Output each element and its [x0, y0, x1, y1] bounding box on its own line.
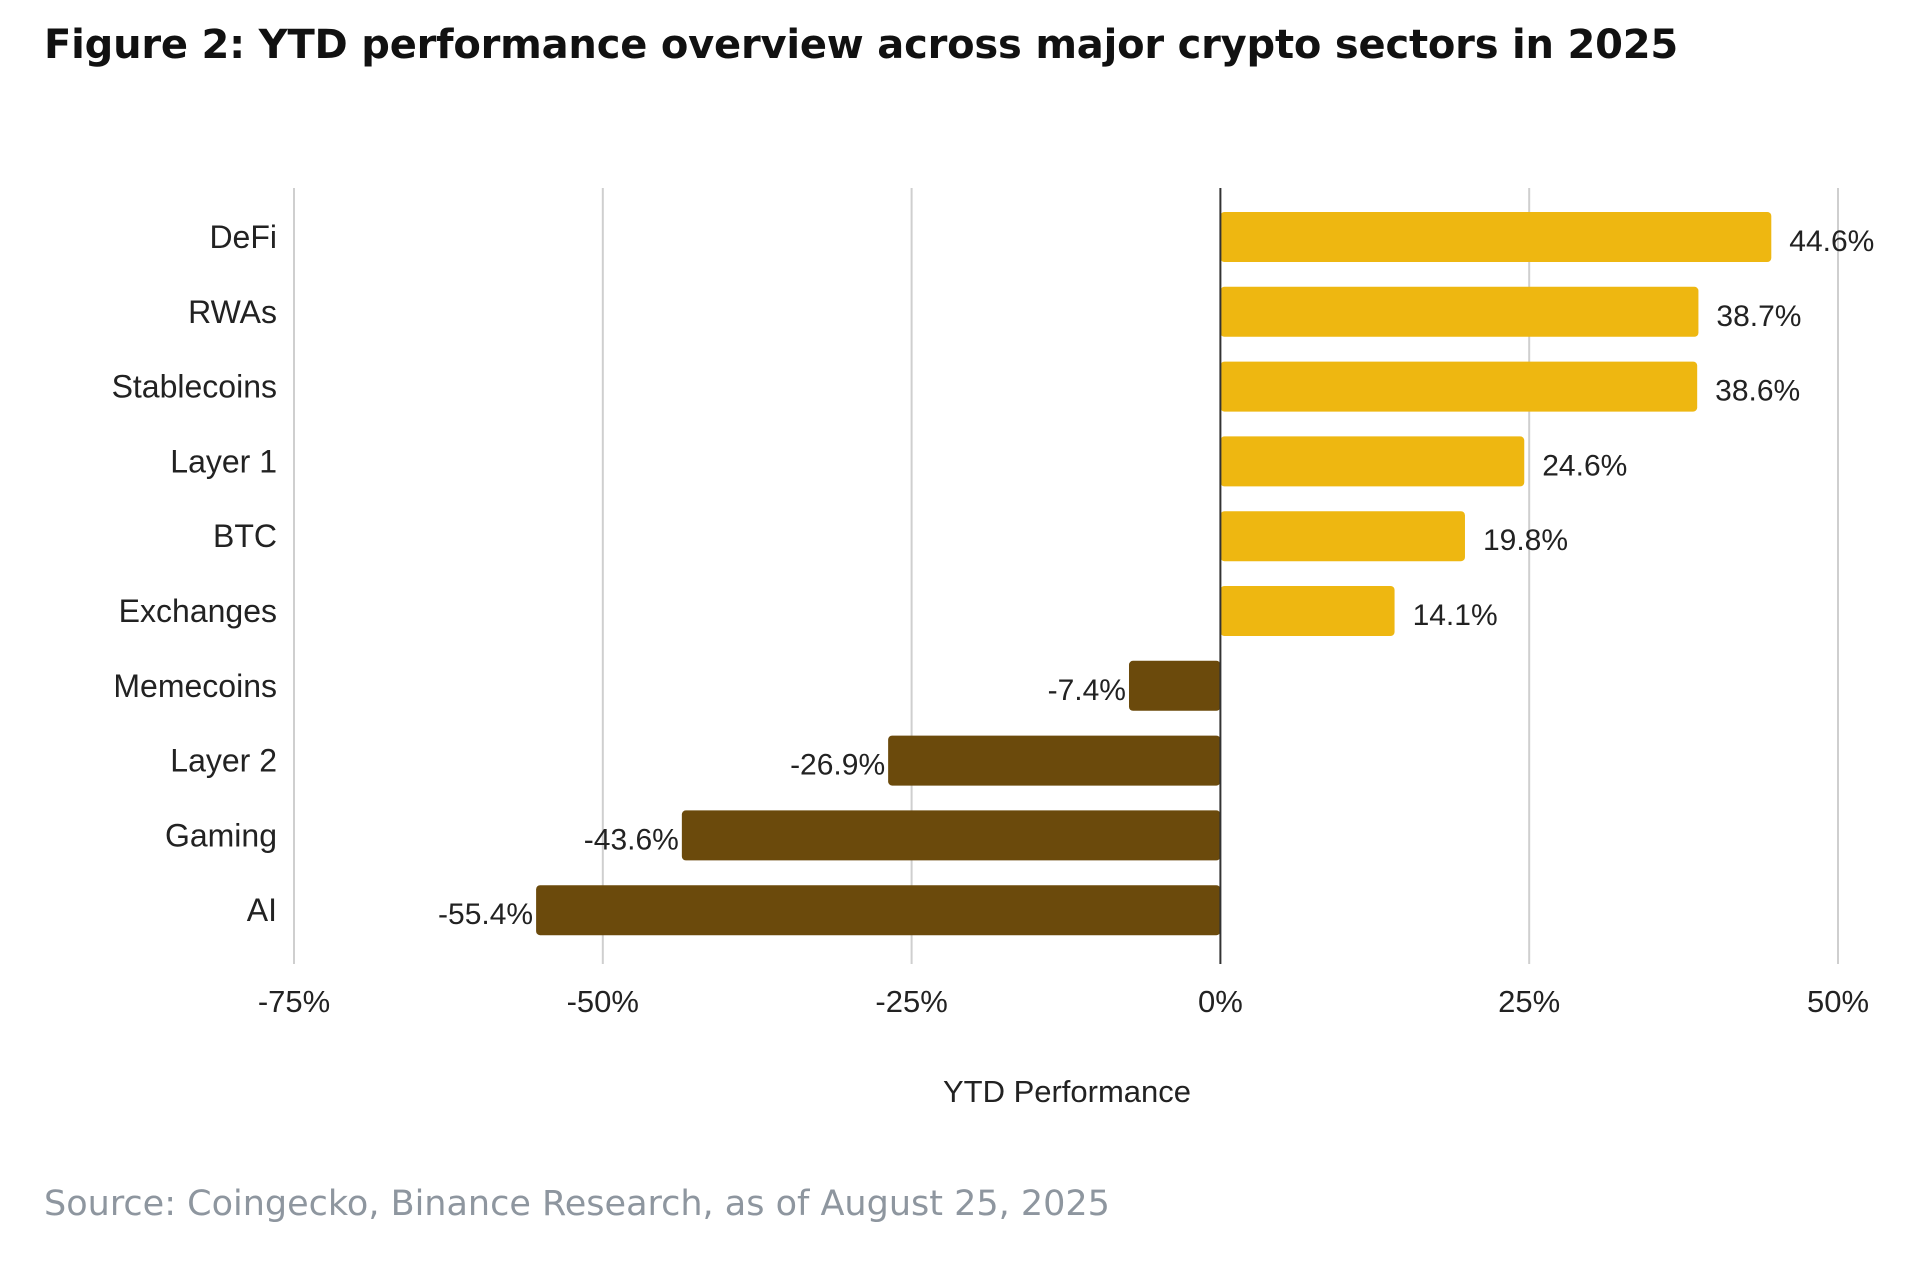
bar-rwas [1220, 286, 1699, 337]
bar-gaming [681, 810, 1221, 861]
x-tick-label: -75% [258, 984, 330, 1019]
category-label: DeFi [209, 219, 277, 255]
data-label: 19.8% [1483, 524, 1568, 557]
bar-layer-1 [1220, 436, 1525, 487]
bar-memecoins [1128, 660, 1221, 711]
x-tick-label: -25% [875, 984, 947, 1019]
bar-exchanges [1220, 586, 1395, 636]
category-label: RWAs [188, 294, 277, 330]
category-label: Memecoins [113, 668, 277, 704]
category-label: Stablecoins [112, 369, 277, 405]
data-label: -26.9% [790, 749, 885, 782]
category-label: Gaming [165, 817, 277, 853]
bar-ai [536, 885, 1221, 936]
bar-btc [1220, 511, 1465, 562]
x-tick-label: 50% [1807, 984, 1869, 1019]
category-label: Layer 2 [170, 743, 277, 779]
bar-defi [1220, 212, 1772, 262]
labels: -75% -50% -25% 0% 25% 50% DeFi 44.6% RWAs 38.7% St… [112, 219, 1875, 1019]
category-label: Exchanges [119, 593, 277, 629]
data-label: -55.4% [438, 898, 533, 931]
data-label: -7.4% [1048, 674, 1126, 707]
source-note: Source: Coingecko, Binance Research, as … [44, 1184, 1110, 1224]
data-label: 38.6% [1715, 375, 1800, 408]
ytd-bar-chart: -75% -50% -25% 0% 25% 50% DeFi 44.6% RWAs 38.7% St… [112, 188, 1875, 1109]
category-label: Layer 1 [170, 443, 277, 479]
bar-layer-2 [888, 735, 1221, 786]
x-tick-label: -50% [567, 984, 639, 1019]
category-label: BTC [213, 518, 277, 554]
x-tick-label: 25% [1498, 984, 1560, 1019]
figure-title: Figure 2: YTD performance overview acros… [44, 22, 1679, 68]
data-label: 14.1% [1413, 599, 1498, 632]
bar-stablecoins [1220, 361, 1698, 412]
data-label: 44.6% [1789, 225, 1874, 258]
data-label: 38.7% [1716, 300, 1801, 333]
x-tick-label: 0% [1198, 984, 1243, 1019]
data-label: 24.6% [1542, 449, 1627, 482]
bars [536, 188, 1772, 964]
category-label: AI [247, 892, 277, 928]
x-axis-title: YTD Performance [943, 1074, 1191, 1109]
data-label: -43.6% [584, 823, 679, 856]
